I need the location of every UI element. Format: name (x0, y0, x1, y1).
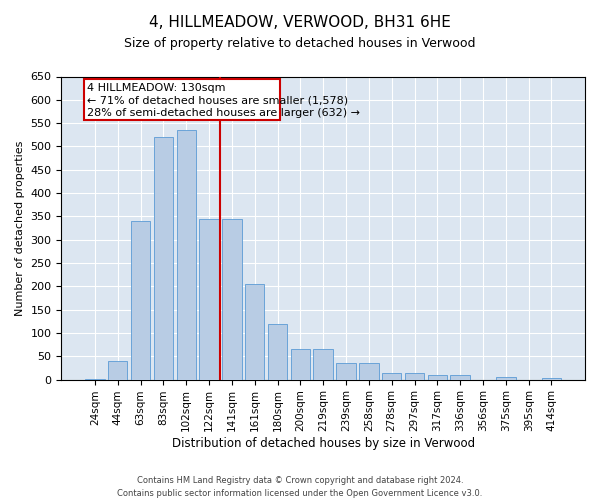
Bar (199, 218, 219, 380)
Text: Size of property relative to detached houses in Verwood: Size of property relative to detached ho… (124, 38, 476, 51)
Text: 4 HILLMEADOW: 130sqm: 4 HILLMEADOW: 130sqm (88, 82, 226, 92)
X-axis label: Distribution of detached houses by size in Verwood: Distribution of detached houses by size … (172, 437, 475, 450)
Bar (496, 378, 515, 380)
Bar (176, 130, 196, 380)
Bar (290, 350, 310, 380)
Bar (268, 324, 287, 380)
Bar (245, 284, 265, 380)
Bar (428, 375, 447, 380)
Text: 4, HILLMEADOW, VERWOOD, BH31 6HE: 4, HILLMEADOW, VERWOOD, BH31 6HE (149, 15, 451, 30)
FancyBboxPatch shape (84, 79, 280, 120)
Bar (154, 137, 173, 380)
Text: Contains HM Land Registry data © Crown copyright and database right 2024.
Contai: Contains HM Land Registry data © Crown c… (118, 476, 482, 498)
Text: 28% of semi-detached houses are larger (632) →: 28% of semi-detached houses are larger (… (88, 108, 361, 118)
Bar (85, 378, 104, 380)
Bar (382, 372, 401, 380)
Bar (222, 218, 242, 380)
Bar (108, 361, 127, 380)
Bar (313, 350, 333, 380)
Bar (359, 364, 379, 380)
Y-axis label: Number of detached properties: Number of detached properties (15, 140, 25, 316)
Text: ← 71% of detached houses are smaller (1,578): ← 71% of detached houses are smaller (1,… (88, 95, 349, 105)
Bar (405, 372, 424, 380)
Bar (131, 221, 150, 380)
Bar (542, 378, 561, 380)
Bar (451, 375, 470, 380)
Bar (337, 364, 356, 380)
